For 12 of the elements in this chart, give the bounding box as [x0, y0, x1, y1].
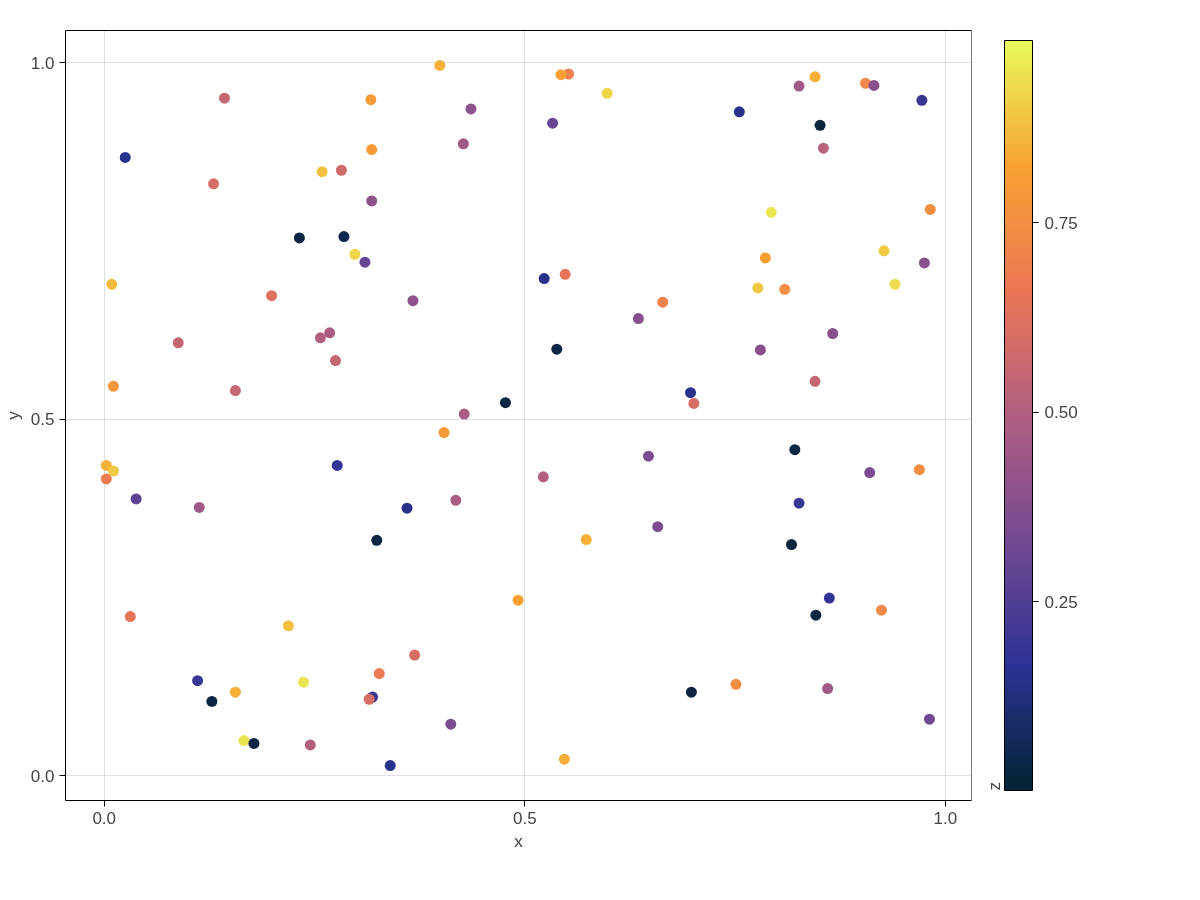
y-tick-label: 0.5	[30, 410, 55, 430]
color-bar-label: 0.25	[1044, 592, 1078, 612]
color-bar-label: 0.50	[1044, 403, 1078, 423]
x-tick-label: 0.0	[92, 808, 117, 828]
color-bar-title: z	[984, 782, 1004, 791]
y-axis-title: y	[3, 410, 23, 420]
y-tick-label: 0.0	[30, 766, 55, 786]
x-tick-label: 0.5	[512, 808, 537, 828]
y-tick-label: 1.0	[30, 53, 55, 73]
x-axis-title: x	[514, 831, 524, 851]
x-tick-label: 1.0	[933, 808, 958, 828]
color-bar-label: 0.75	[1044, 213, 1078, 233]
